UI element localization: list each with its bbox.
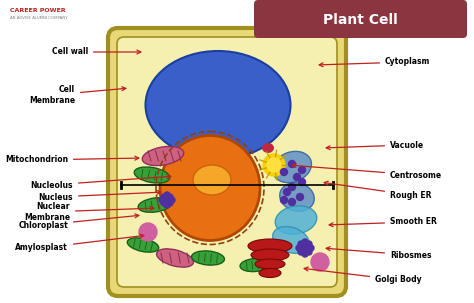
Ellipse shape bbox=[240, 258, 270, 271]
Circle shape bbox=[267, 158, 281, 172]
Ellipse shape bbox=[138, 198, 172, 212]
Ellipse shape bbox=[248, 239, 292, 253]
Circle shape bbox=[297, 194, 303, 201]
Text: Amylosplast: Amylosplast bbox=[15, 234, 144, 252]
Text: Plant Cell: Plant Cell bbox=[323, 13, 397, 27]
Circle shape bbox=[164, 197, 170, 203]
Circle shape bbox=[167, 200, 173, 206]
Text: Nuclear
Membrane: Nuclear Membrane bbox=[24, 202, 154, 222]
Circle shape bbox=[302, 251, 308, 257]
Circle shape bbox=[289, 161, 295, 168]
Ellipse shape bbox=[146, 51, 291, 159]
Circle shape bbox=[139, 223, 157, 241]
Ellipse shape bbox=[259, 268, 281, 278]
Circle shape bbox=[289, 198, 295, 205]
Ellipse shape bbox=[273, 227, 310, 253]
Ellipse shape bbox=[128, 238, 159, 252]
Text: Vacuole: Vacuole bbox=[326, 141, 424, 150]
Text: Ribosmes: Ribosmes bbox=[326, 247, 431, 259]
Circle shape bbox=[299, 167, 306, 174]
FancyBboxPatch shape bbox=[254, 0, 467, 38]
FancyBboxPatch shape bbox=[108, 28, 346, 296]
Text: AN ADVISE ALUMNI COMPANY: AN ADVISE ALUMNI COMPANY bbox=[10, 16, 67, 20]
Ellipse shape bbox=[156, 249, 193, 267]
Ellipse shape bbox=[251, 249, 289, 261]
Ellipse shape bbox=[191, 251, 225, 265]
Ellipse shape bbox=[160, 135, 260, 241]
Text: Mitochondrion: Mitochondrion bbox=[5, 155, 139, 165]
Ellipse shape bbox=[255, 259, 285, 269]
Circle shape bbox=[161, 194, 167, 200]
Circle shape bbox=[308, 245, 314, 251]
Circle shape bbox=[263, 154, 285, 176]
Text: Nucleolus: Nucleolus bbox=[30, 175, 171, 189]
FancyBboxPatch shape bbox=[117, 37, 337, 287]
Circle shape bbox=[281, 197, 288, 204]
Circle shape bbox=[159, 197, 165, 203]
Circle shape bbox=[299, 178, 306, 185]
Circle shape bbox=[298, 249, 304, 255]
Text: Chloroplast: Chloroplast bbox=[18, 214, 139, 229]
Circle shape bbox=[281, 168, 288, 175]
Ellipse shape bbox=[193, 165, 231, 195]
Circle shape bbox=[300, 247, 306, 253]
Circle shape bbox=[306, 241, 312, 247]
Circle shape bbox=[296, 245, 302, 251]
Text: Nucleus: Nucleus bbox=[38, 190, 161, 201]
Ellipse shape bbox=[262, 143, 274, 153]
Circle shape bbox=[311, 253, 329, 271]
Text: Rough ER: Rough ER bbox=[324, 181, 431, 199]
Circle shape bbox=[302, 245, 308, 251]
Ellipse shape bbox=[275, 206, 317, 234]
Circle shape bbox=[289, 184, 295, 191]
Text: Cell
Membrane: Cell Membrane bbox=[29, 85, 126, 105]
Circle shape bbox=[167, 194, 173, 200]
Circle shape bbox=[169, 197, 175, 203]
Ellipse shape bbox=[134, 167, 170, 183]
Circle shape bbox=[293, 174, 301, 181]
Circle shape bbox=[283, 188, 291, 195]
Text: Cytoplasm: Cytoplasm bbox=[319, 58, 430, 67]
Ellipse shape bbox=[273, 151, 311, 183]
Circle shape bbox=[306, 249, 312, 255]
Circle shape bbox=[304, 243, 310, 249]
Circle shape bbox=[298, 241, 304, 247]
Ellipse shape bbox=[142, 146, 184, 165]
Circle shape bbox=[161, 200, 167, 206]
Circle shape bbox=[302, 239, 308, 245]
Text: Centrosome: Centrosome bbox=[292, 164, 442, 179]
Text: Cell wall: Cell wall bbox=[52, 48, 141, 56]
Circle shape bbox=[164, 192, 170, 198]
Circle shape bbox=[164, 202, 170, 208]
Text: CAREER POWER: CAREER POWER bbox=[10, 8, 65, 13]
Text: Smooth ER: Smooth ER bbox=[329, 218, 437, 227]
Ellipse shape bbox=[280, 183, 314, 211]
Text: Golgi Body: Golgi Body bbox=[304, 267, 422, 285]
